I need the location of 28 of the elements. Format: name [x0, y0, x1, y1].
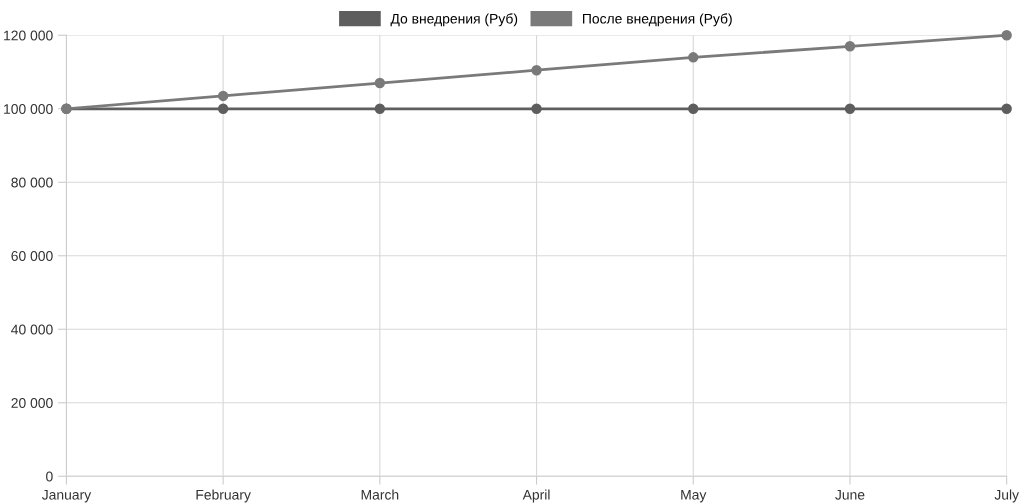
point — [1001, 30, 1012, 41]
y-tick-label: 80 000 — [11, 177, 53, 188]
point — [844, 103, 856, 114]
point — [374, 77, 386, 89]
x-tick-label: June — [835, 489, 865, 500]
point — [688, 103, 699, 114]
point — [844, 41, 856, 52]
point — [688, 52, 699, 63]
y-tick-label: 100 000 — [4, 104, 53, 114]
point — [531, 103, 542, 114]
legend-label: После внедрения (Руб) — [583, 13, 732, 27]
point — [1001, 103, 1012, 114]
x-tick-label: April — [522, 489, 550, 503]
point — [217, 103, 229, 114]
x-tick-label: March — [361, 489, 399, 500]
y-tick-label: 120 000 — [4, 30, 53, 41]
x-tick-label: January — [41, 489, 92, 503]
point — [217, 90, 229, 102]
legend-label: До внедрения (Руб) — [390, 13, 518, 27]
point — [531, 64, 542, 76]
x-tick-label: May — [681, 489, 707, 503]
y-tick-label: 40 000 — [11, 324, 53, 335]
x-tick-label: February — [196, 489, 251, 503]
y-tick-label: 20 000 — [11, 398, 53, 408]
x-tick-label: July — [994, 489, 1019, 503]
point — [374, 103, 386, 114]
y-tick-label: 60 000 — [11, 251, 53, 261]
y-tick-label: 0 — [46, 471, 53, 482]
